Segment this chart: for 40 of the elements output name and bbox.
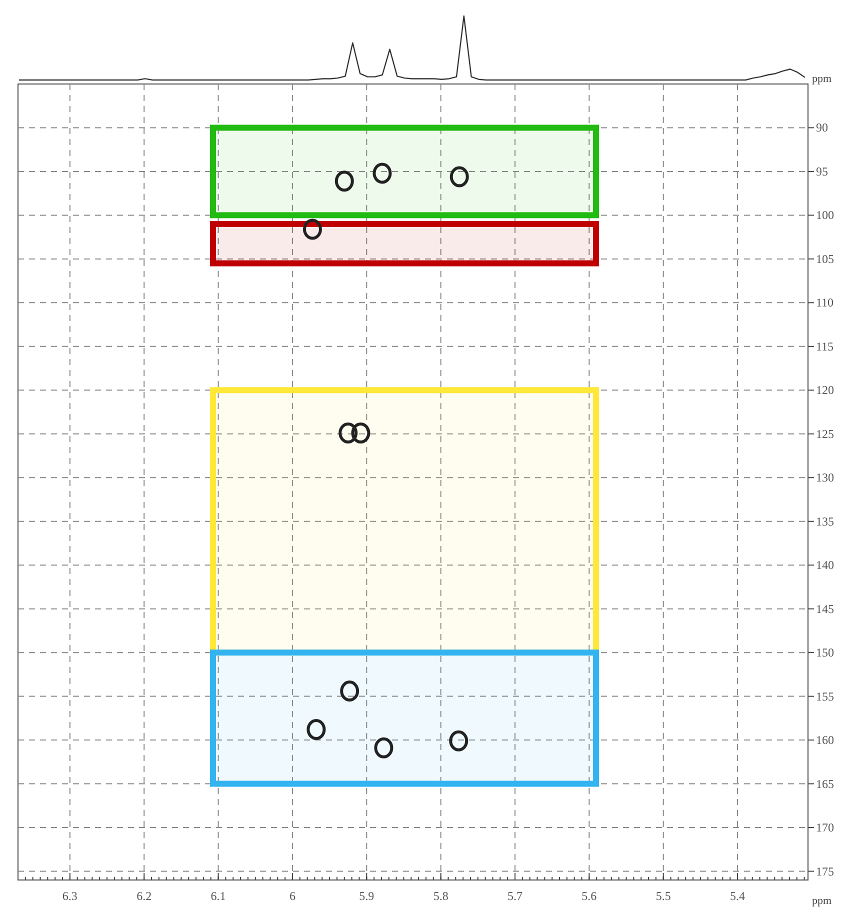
x-tick-label: 6.2 bbox=[136, 889, 152, 903]
y-tick-label: 140 bbox=[816, 558, 834, 572]
x-tick-label: 5.7 bbox=[507, 889, 522, 903]
y-tick-label: 125 bbox=[816, 426, 834, 441]
y-tick-label: 110 bbox=[816, 296, 834, 310]
y-tick-label: 165 bbox=[816, 776, 834, 791]
point bbox=[351, 422, 370, 444]
y-tick-label: 130 bbox=[816, 470, 834, 485]
y-tick-label: 135 bbox=[816, 514, 834, 528]
y-tick-label: 120 bbox=[816, 383, 834, 398]
point bbox=[450, 166, 469, 188]
x-tick-label: 5.6 bbox=[582, 889, 597, 903]
y-tick-label: 90 bbox=[816, 120, 828, 135]
point bbox=[302, 218, 322, 240]
point bbox=[372, 162, 392, 184]
y-axis-title: ppm bbox=[812, 73, 832, 85]
y-tick-label: 160 bbox=[816, 733, 834, 748]
x-axis-title: ppm bbox=[812, 895, 832, 907]
point bbox=[334, 170, 354, 192]
point bbox=[374, 737, 394, 758]
x-tick-label: 6.1 bbox=[210, 889, 226, 903]
y-tick-label: 95 bbox=[816, 164, 828, 178]
y-tick-label: 105 bbox=[816, 252, 834, 266]
point bbox=[340, 680, 360, 702]
x-tick-label: 5.9 bbox=[359, 889, 374, 903]
point bbox=[449, 730, 468, 752]
y-tick-label: 100 bbox=[816, 208, 834, 222]
y-tick-label: 115 bbox=[816, 339, 834, 354]
y-tick-label: 150 bbox=[816, 646, 834, 660]
point bbox=[338, 422, 358, 444]
x-tick-label: 5.4 bbox=[730, 889, 746, 903]
x-tick-label: 6.3 bbox=[62, 889, 78, 903]
x-tick-label: 6 bbox=[289, 889, 296, 903]
y-tick-label: 145 bbox=[816, 602, 834, 616]
y-tick-label: 155 bbox=[816, 689, 834, 704]
point bbox=[306, 719, 326, 740]
y-tick-label: 170 bbox=[816, 820, 834, 835]
y-tick-label: 175 bbox=[816, 864, 834, 878]
x-tick-label: 5.8 bbox=[433, 889, 448, 903]
x-tick-label: 5.5 bbox=[656, 889, 671, 903]
